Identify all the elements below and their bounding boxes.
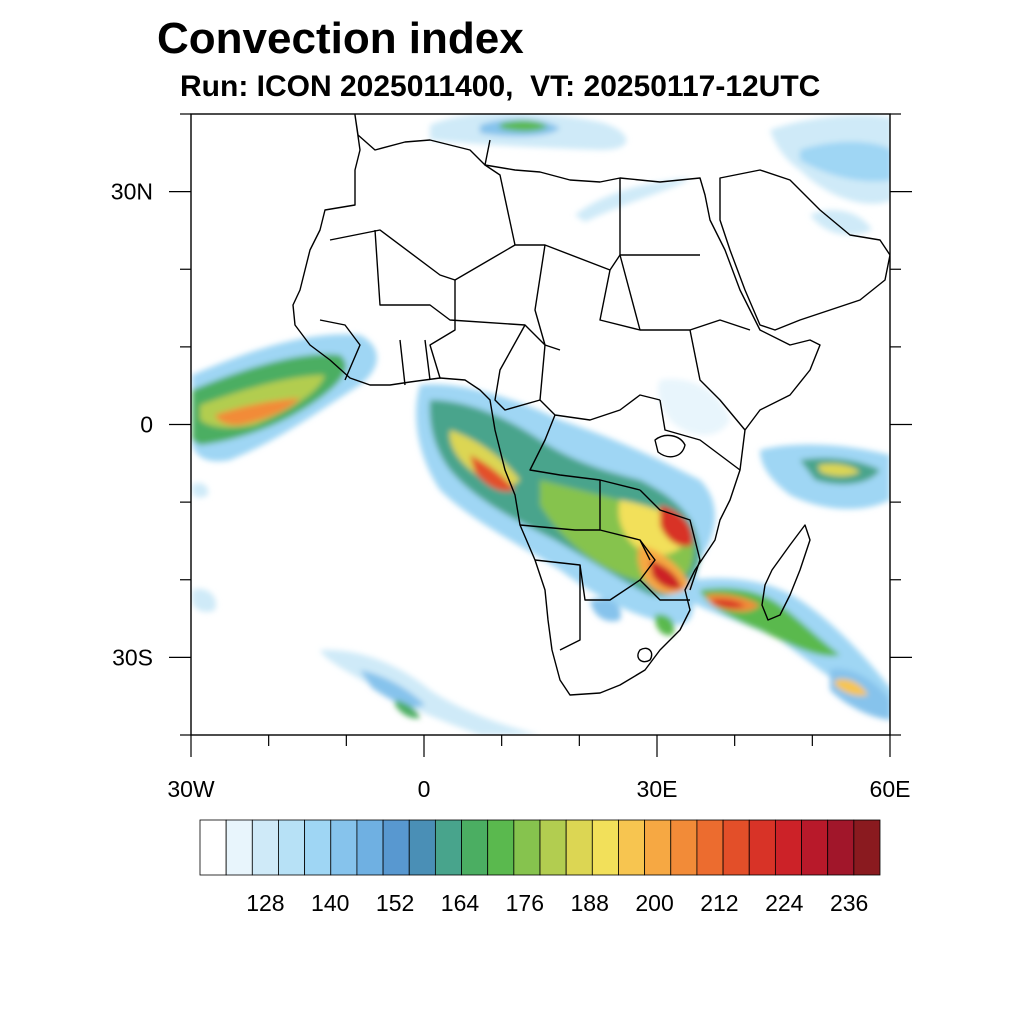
colorbar-swatch — [199, 819, 227, 876]
colorbar-swatch — [461, 819, 489, 876]
colorbar-swatch — [722, 819, 750, 876]
colorbar-swatch — [591, 819, 619, 876]
lon-tick-label: 0 — [418, 776, 431, 802]
colorbar-swatch — [618, 819, 646, 876]
lon-tick-label: 30E — [637, 776, 678, 802]
axis-tick-labels: 30W 0 30E 60E 30N 0 30S — [111, 179, 911, 802]
colorbar-label: 188 — [571, 890, 609, 916]
colorbar-swatch — [304, 819, 332, 876]
map-title: Convection index — [157, 14, 524, 63]
colorbar-swatch — [251, 819, 279, 876]
colorbar-label: 128 — [246, 890, 284, 916]
lat-tick-label: 30S — [112, 644, 153, 670]
colorbar-label: 152 — [376, 890, 414, 916]
coastlines — [292, 114, 890, 696]
colorbar-swatch — [382, 819, 410, 876]
colorbar-swatch — [225, 819, 253, 876]
colorbar-label: 224 — [765, 890, 804, 916]
colorbar — [199, 819, 881, 876]
colorbar-swatch — [827, 819, 855, 876]
colorbar-swatch — [278, 819, 306, 876]
colorbar-swatch — [696, 819, 724, 876]
lat-tick-label: 0 — [140, 412, 153, 438]
map-subtitle: Run: ICON 2025011400, VT: 20250117-12UTC — [180, 70, 821, 103]
lon-tick-label: 60E — [870, 776, 911, 802]
colorbar-swatch — [408, 819, 436, 876]
colorbar-label: 200 — [635, 890, 673, 916]
colorbar-label: 176 — [506, 890, 544, 916]
colorbar-label: 140 — [311, 890, 349, 916]
lat-tick-label: 30N — [111, 179, 153, 205]
colorbar-swatch — [748, 819, 776, 876]
colorbar-swatch — [670, 819, 698, 876]
colorbar-swatch — [774, 819, 802, 876]
colorbar-swatch — [539, 819, 567, 876]
colorbar-swatch — [513, 819, 541, 876]
colorbar-swatch — [853, 819, 881, 876]
colorbar-swatch — [356, 819, 384, 876]
colorbar-label: 236 — [830, 890, 868, 916]
lon-tick-label: 30W — [167, 776, 215, 802]
axis-ticks — [169, 113, 912, 757]
colorbar-swatch — [565, 819, 593, 876]
colorbar-label: 212 — [700, 890, 738, 916]
colorbar-label: 164 — [441, 890, 480, 916]
colorbar-swatch — [434, 819, 462, 876]
colorbar-labels: 128 140 152 164 176 188 200 212 224 236 — [246, 890, 868, 916]
colorbar-swatch — [644, 819, 672, 876]
convection-field — [192, 114, 890, 735]
colorbar-swatch — [330, 819, 358, 876]
colorbar-swatch — [801, 819, 829, 876]
colorbar-swatch — [487, 819, 515, 876]
